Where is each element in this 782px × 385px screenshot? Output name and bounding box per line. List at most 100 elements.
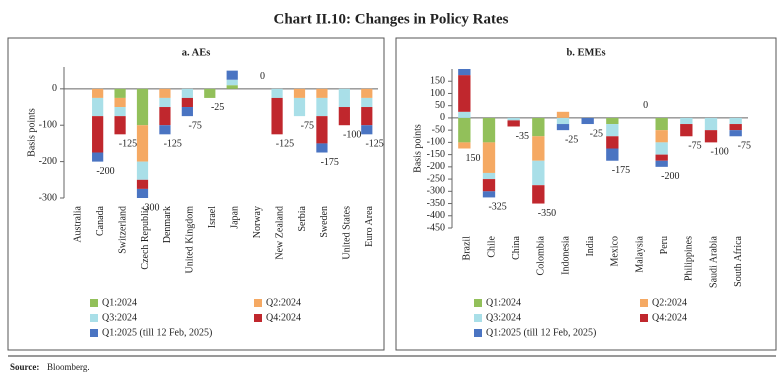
legend-swatch xyxy=(640,314,648,322)
total-label: -75 xyxy=(189,120,202,131)
panel-frame xyxy=(7,37,385,351)
bar-segment xyxy=(556,124,570,131)
bar-segment xyxy=(458,111,471,118)
bar-segment xyxy=(159,107,171,126)
bar-segment xyxy=(361,107,373,126)
y-tick-label: -300 xyxy=(427,186,445,197)
legend-label: Q1:2025 (till 12 Feb, 2025) xyxy=(102,327,212,338)
bar-segment xyxy=(532,185,545,204)
legend-swatch xyxy=(474,299,482,307)
category-label: United States xyxy=(342,206,353,260)
category-label: Norway xyxy=(252,206,263,238)
bar-segment xyxy=(482,179,496,192)
bar-segment xyxy=(316,116,328,144)
category-label: Israel xyxy=(207,206,218,228)
figure-title: Chart II.10: Changes in Policy Rates xyxy=(274,11,509,27)
legend-label: Q1:2024 xyxy=(102,297,137,308)
bar-segment xyxy=(556,117,570,125)
legend-label: Q2:2024 xyxy=(652,297,687,308)
bar-segment xyxy=(114,116,126,135)
y-tick-label: 0 xyxy=(440,112,445,123)
bar-segment xyxy=(92,116,104,153)
legend-label: Q3:2024 xyxy=(486,312,521,323)
category-label: Serbia xyxy=(297,205,308,231)
category-label: Switzerland xyxy=(117,206,128,254)
category-label: New Zealand xyxy=(274,206,285,260)
bar-segment xyxy=(680,117,693,125)
bar-segment xyxy=(181,107,193,117)
legend-swatch xyxy=(640,299,648,307)
bar-segment xyxy=(159,88,171,98)
bar-segment xyxy=(532,117,545,137)
total-label: -100 xyxy=(343,130,361,141)
bar-segment xyxy=(655,130,668,143)
bar-segment xyxy=(316,97,328,117)
y-tick-label: -250 xyxy=(427,173,445,184)
bar-segment xyxy=(114,97,126,108)
bar-segment xyxy=(704,130,718,143)
bar-segment xyxy=(136,125,149,162)
bar-segment xyxy=(482,191,496,198)
total-label: -25 xyxy=(565,134,578,145)
bar-segment xyxy=(271,97,283,135)
bar-segment xyxy=(680,124,693,137)
source-label: Source: xyxy=(10,362,39,372)
legend-label: Q4:2024 xyxy=(652,312,687,323)
bar-segment xyxy=(655,117,668,131)
bar-segment xyxy=(606,124,619,137)
bar-segment xyxy=(316,88,328,98)
panel-title: a. AEs xyxy=(182,47,211,58)
y-axis-label: Basis points xyxy=(26,108,37,157)
bar-segment xyxy=(181,97,193,108)
total-label: -125 xyxy=(365,139,383,150)
bar-segment xyxy=(204,88,216,98)
total-label: 0 xyxy=(260,71,265,82)
legend-swatch xyxy=(254,314,262,322)
category-label: Saudi Arabia xyxy=(708,235,719,287)
panel-title: b. EMEs xyxy=(566,47,605,58)
bar-segment xyxy=(482,117,496,143)
bar-segment xyxy=(729,117,742,125)
y-tick-label: 100 xyxy=(430,88,445,99)
total-label: -25 xyxy=(590,128,603,139)
bar-segment xyxy=(532,160,545,186)
bar-segment xyxy=(458,75,471,112)
y-tick-label: -300 xyxy=(39,192,57,203)
bar-segment xyxy=(293,97,306,117)
bar-segment xyxy=(181,88,193,98)
bar-segment xyxy=(226,85,238,89)
total-label: -300 xyxy=(141,202,159,213)
bar-segment xyxy=(226,70,238,80)
category-label: Canada xyxy=(95,205,106,236)
bar-segment xyxy=(159,125,171,135)
category-label: Indonesia xyxy=(560,235,571,274)
legend-label: Q1:2025 (till 12 Feb, 2025) xyxy=(486,327,596,338)
total-label: -200 xyxy=(661,171,679,182)
y-tick-label: -200 xyxy=(427,161,445,172)
bar-segment xyxy=(136,88,149,126)
category-label: Australia xyxy=(73,205,84,242)
category-label: South Africa xyxy=(733,235,744,286)
y-tick-label: -450 xyxy=(427,222,445,233)
y-tick-label: -100 xyxy=(39,120,57,131)
legend-swatch xyxy=(90,299,98,307)
bar-segment xyxy=(92,152,104,162)
bar-segment xyxy=(136,188,149,198)
category-label: Peru xyxy=(659,236,670,254)
total-label: -100 xyxy=(710,147,728,158)
y-tick-label: -100 xyxy=(427,137,445,148)
bar-segment xyxy=(729,130,742,137)
category-label: Malaysia xyxy=(634,235,645,272)
total-label: -25 xyxy=(211,102,224,113)
category-label: Colombia xyxy=(536,235,547,275)
bar-segment xyxy=(729,124,742,131)
bar-segment xyxy=(338,107,350,126)
bar-segment xyxy=(136,161,149,180)
y-axis-label: Basis points xyxy=(412,124,423,173)
y-tick-label: 150 xyxy=(430,76,445,87)
bar-segment xyxy=(92,97,104,117)
total-label: 0 xyxy=(643,100,648,111)
category-label: India xyxy=(585,235,596,256)
y-tick-label: -150 xyxy=(427,149,445,160)
